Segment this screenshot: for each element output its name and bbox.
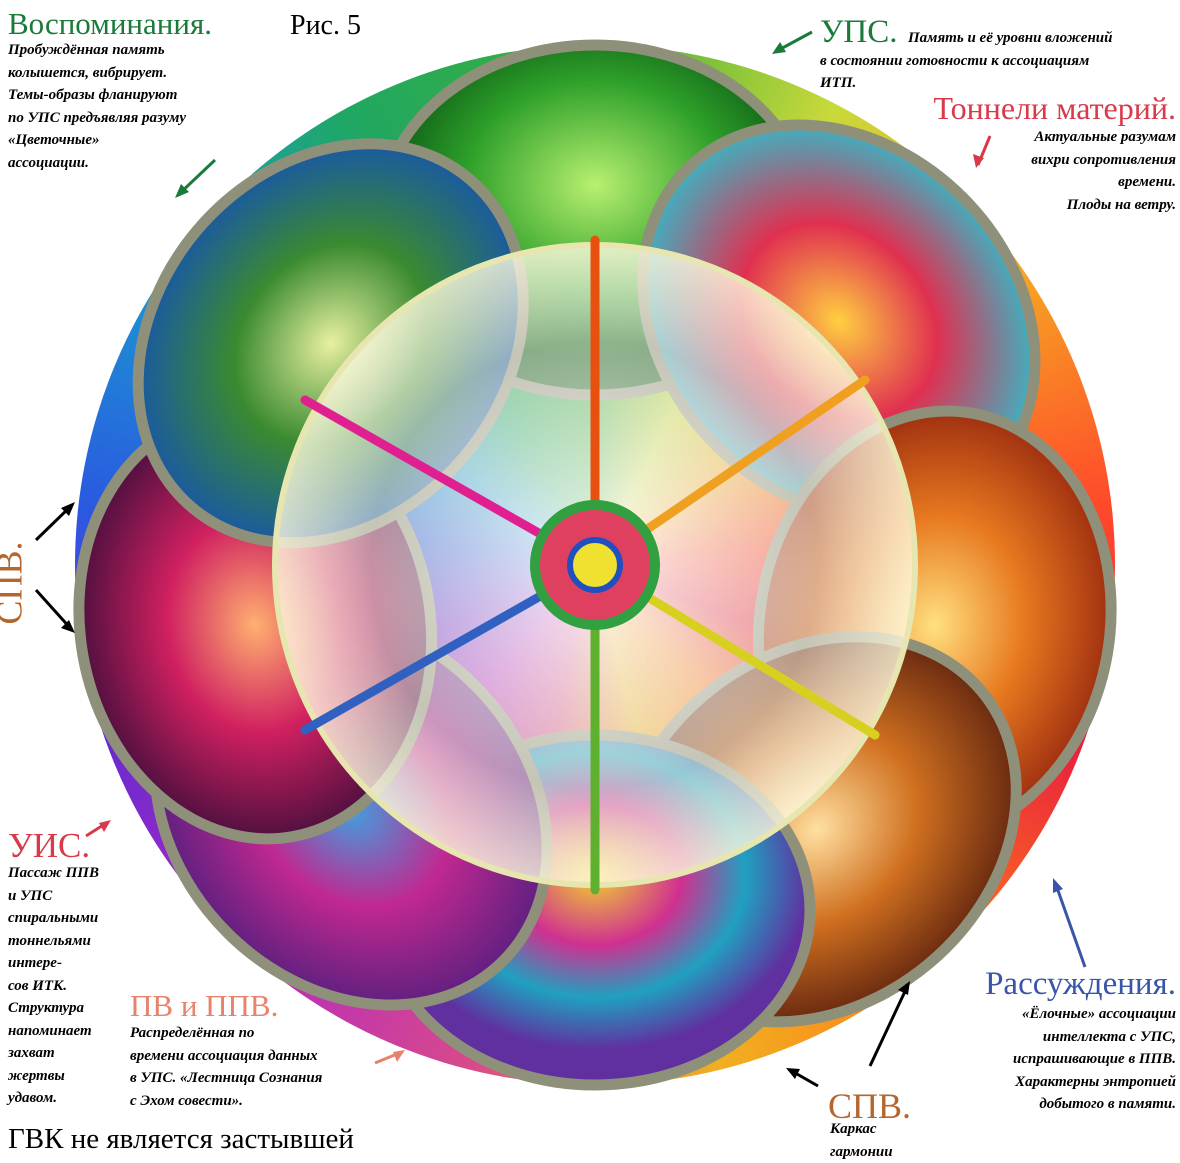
text-line: удавом. xyxy=(8,1087,99,1110)
text-part: Распределённая xyxy=(130,1025,235,1041)
text-line: с Эхом совести». xyxy=(130,1090,322,1113)
text-line: гармонии xyxy=(830,1141,893,1163)
text-line: спиральными xyxy=(8,907,99,930)
spv-left: СПВ. xyxy=(0,541,28,624)
uis-title: УИС. xyxy=(8,828,90,863)
text-line: Память и её уровни вложений xyxy=(820,27,1112,50)
text-line: жертвы xyxy=(8,1065,99,1088)
text-line: по УПС предъявляя разуму xyxy=(8,107,186,130)
text-line: колышется, вибрирует. xyxy=(8,62,186,85)
text-line: времени. xyxy=(1031,171,1176,194)
text-line: и УПС xyxy=(8,885,99,908)
text-line: «Цветочные» xyxy=(8,129,186,152)
text-line: Характерны энтропией xyxy=(1013,1071,1176,1094)
text-line: испрашивающие в ППВ. xyxy=(1013,1048,1176,1071)
text-line: интеллекта с УПС, xyxy=(1013,1026,1176,1049)
footer-text: ГВК не является застывшей xyxy=(8,1125,354,1154)
text-line: тоннельями xyxy=(8,930,99,953)
text-line: Структура xyxy=(8,997,99,1020)
text-line: Пробуждённая память xyxy=(8,39,186,62)
text-line: Плоды на ветру. xyxy=(1031,194,1176,217)
text-line: Пассаж ППВ xyxy=(8,862,99,885)
text-line: Актуальные разумам xyxy=(1031,126,1176,149)
text-line: Темы-образы фланируют xyxy=(8,84,186,107)
core xyxy=(570,540,620,590)
reasoning-title: Рассуждения. xyxy=(985,968,1176,1001)
text-line: в состоянии готовности к ассоциациям xyxy=(820,50,1112,73)
text-line: времени ассоциация данных xyxy=(130,1045,322,1068)
text-line: сов ИТК. xyxy=(8,975,99,998)
pv-title: ПВ и ППВ. xyxy=(130,990,278,1021)
tunnels-title: Тоннели материй. xyxy=(933,92,1176,124)
text-line: в УПС. «Лестница Сознания xyxy=(130,1067,322,1090)
memories-title: Воспоминания. xyxy=(8,8,212,39)
text-line: ассоциации. xyxy=(8,152,186,175)
text-line: добытого в памяти. xyxy=(1013,1093,1176,1116)
text-line: захват xyxy=(8,1042,99,1065)
text-line: Каркас xyxy=(830,1118,893,1141)
text-line: напоминает xyxy=(8,1020,99,1043)
figure-label: Рис. 5 xyxy=(290,12,361,40)
bold-word: по xyxy=(239,1025,255,1041)
text-line: «Ёлочные» ассоциации xyxy=(1013,1003,1176,1026)
text-line: вихри сопротивления xyxy=(1031,149,1176,172)
page: {"memories":{"title":"Воспоминания.","li… xyxy=(0,0,1180,1162)
text-line: интере- xyxy=(8,952,99,975)
